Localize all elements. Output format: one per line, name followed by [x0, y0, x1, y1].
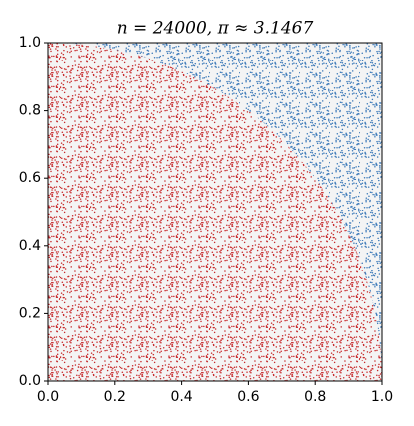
chart-title: n = 24000, π ≈ 3.1467	[117, 19, 314, 39]
y-tick-label: 0.8	[19, 103, 41, 119]
plot-frame	[47, 42, 383, 382]
x-tick-label: 0.0	[37, 389, 59, 405]
x-tick-label: 0.2	[104, 389, 126, 405]
y-tick-label: 0.4	[19, 238, 41, 254]
y-tick-label: 0.6	[19, 170, 41, 186]
x-tick-label: 0.8	[304, 389, 326, 405]
x-tick-label: 0.6	[237, 389, 259, 405]
x-tick-label: 1.0	[371, 389, 393, 405]
y-tick-label: 0.0	[19, 373, 41, 389]
y-tick-label: 1.0	[19, 35, 41, 51]
y-tick-label: 0.2	[19, 305, 41, 321]
x-tick-label: 0.4	[170, 389, 192, 405]
inside-points	[48, 43, 382, 381]
